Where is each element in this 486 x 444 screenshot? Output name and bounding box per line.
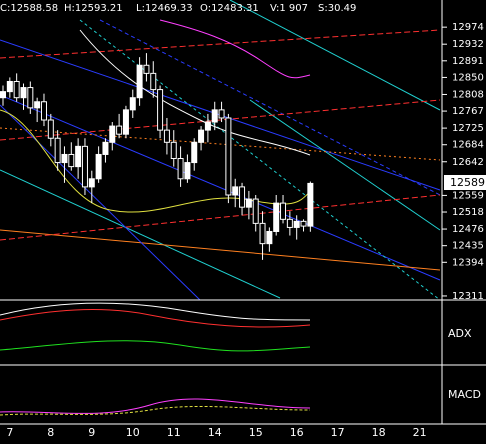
last-price-label: 12589 <box>450 176 485 189</box>
y-tick-label: 12891 <box>452 56 484 67</box>
y-tick-label: 12311 <box>452 291 484 302</box>
candle-body <box>266 230 273 245</box>
candle-body <box>129 97 136 111</box>
candle-body <box>211 109 218 123</box>
candle-body <box>245 198 252 208</box>
header-item: L:12469.33 <box>136 3 193 14</box>
candle-body <box>136 64 143 99</box>
x-tick-label: 9 <box>88 426 95 439</box>
x-tick-label: 18 <box>372 426 386 439</box>
y-tick-label: 12684 <box>452 140 484 151</box>
x-tick-label: 17 <box>331 426 345 439</box>
y-tick-label: 12642 <box>452 157 484 168</box>
candle-body <box>116 125 123 135</box>
candle-body <box>0 91 6 99</box>
y-tick-label: 12808 <box>452 89 484 100</box>
candle-body <box>286 218 293 228</box>
x-tick-label: 16 <box>290 426 304 439</box>
candle-body <box>122 109 129 135</box>
y-tick-label: 12518 <box>452 207 484 218</box>
candle-body <box>13 80 20 99</box>
y-tick-label: 12476 <box>452 224 484 235</box>
candle-body <box>198 129 205 143</box>
candle-body <box>88 178 95 188</box>
candle-body <box>184 162 191 180</box>
header-item: C:12588.58 <box>0 3 58 14</box>
candle-body <box>293 220 300 228</box>
candle-body <box>6 80 13 93</box>
candle-body <box>157 89 164 131</box>
y-tick-label: 12725 <box>452 123 484 134</box>
candle-body <box>204 121 211 131</box>
candle-body <box>280 202 287 220</box>
header-item: O:12483.31 <box>200 3 259 14</box>
panel-label: MACD <box>448 388 481 401</box>
x-tick-label: 14 <box>208 426 222 439</box>
candle-body <box>20 87 27 99</box>
candle-body <box>27 87 34 109</box>
candle-body <box>54 137 61 164</box>
candle-body <box>239 186 246 208</box>
candle-body <box>68 153 75 168</box>
candle-body <box>307 182 314 227</box>
candle-body <box>177 158 184 180</box>
y-tick-label: 12850 <box>452 72 484 83</box>
candle-body <box>95 153 102 180</box>
candle-body <box>143 64 150 74</box>
header-item: V:1 907 <box>270 3 308 14</box>
candle-body <box>300 220 307 227</box>
candle-body <box>102 141 109 155</box>
y-tick-label: 12974 <box>452 22 484 33</box>
header-item: S:30.49 <box>318 3 356 14</box>
panel-label: ADX <box>448 327 472 340</box>
last-price-box <box>444 175 486 190</box>
y-tick-label: 12394 <box>452 257 484 268</box>
x-tick-label: 15 <box>249 426 263 439</box>
overlays <box>0 0 486 425</box>
header-item: H:12593.21 <box>64 3 123 14</box>
y-tick-label: 12767 <box>452 106 484 117</box>
candle-body <box>273 202 280 232</box>
candle-body <box>109 125 116 143</box>
candle-body <box>191 141 198 164</box>
candle-body <box>47 119 54 139</box>
candle-body <box>232 186 239 196</box>
candle-body <box>218 109 225 119</box>
candle-body <box>81 145 88 188</box>
y-tick-label: 12559 <box>452 190 484 201</box>
candle-body <box>61 153 68 164</box>
candle-body <box>75 145 82 168</box>
candle-body <box>163 129 170 143</box>
candle-body <box>259 222 266 245</box>
candle-body <box>225 117 232 196</box>
x-tick-label: 7 <box>6 426 13 439</box>
y-tick-label: 12435 <box>452 241 484 252</box>
candle-body <box>40 101 47 121</box>
candle-body <box>34 101 41 109</box>
x-tick-label: 8 <box>47 426 54 439</box>
candle-body <box>170 141 177 160</box>
x-tick-label: 21 <box>413 426 427 439</box>
candle-body <box>150 72 157 91</box>
candle-body <box>252 198 259 224</box>
x-tick-label: 10 <box>126 426 140 439</box>
y-tick-label: 12932 <box>452 39 484 50</box>
x-tick-label: 11 <box>167 426 181 439</box>
